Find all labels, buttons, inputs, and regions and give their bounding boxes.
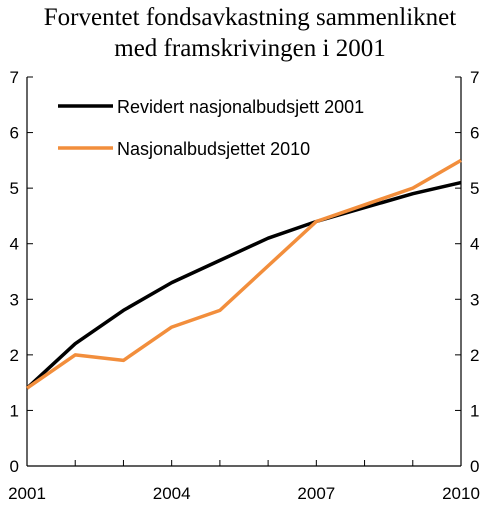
y-tick-label-left: 4 — [10, 235, 19, 254]
y-tick-label-right: 4 — [470, 235, 479, 254]
y-tick-label-right: 1 — [470, 401, 479, 420]
y-tick-label-right: 0 — [470, 457, 479, 476]
y-tick-label-right: 6 — [470, 124, 479, 143]
x-tick-label: 2007 — [297, 484, 335, 503]
chart-series — [25, 158, 462, 390]
y-tick-label-left: 6 — [10, 124, 19, 143]
chart-title-line-1: Forventet fondsavkastning sammenliknet — [43, 4, 457, 31]
y-tick-label-right: 3 — [470, 290, 479, 309]
x-tick-label: 2001 — [8, 484, 46, 503]
y-tick-label-left: 2 — [10, 346, 19, 365]
chart-legend: Revidert nasjonalbudsjett 2001 Nasjonalbu… — [58, 97, 364, 159]
y-tick-label-right: 7 — [470, 68, 479, 87]
series-line-2 — [26, 158, 462, 390]
chart-axes — [26, 77, 462, 467]
chart-title-line-2: med framskrivingen i 2001 — [114, 35, 386, 62]
legend-label-1: Revidert nasjonalbudsjett 2001 — [117, 97, 364, 117]
y-tick-label-left: 7 — [10, 68, 19, 87]
x-tick-label: 2010 — [442, 484, 480, 503]
chart-title: Forventet fondsavkastning sammenliknet m… — [0, 2, 500, 64]
chart-ticks: 0 0 1 1 2 2 3 3 4 4 5 5 6 6 7 7 2001 2004 2007 2010 — [8, 68, 480, 503]
x-tick-label: 2004 — [153, 484, 191, 503]
y-tick-label-left: 1 — [10, 401, 19, 420]
y-tick-label-left: 0 — [10, 457, 19, 476]
series-line-1 — [25, 180, 462, 390]
y-tick-label-right: 5 — [470, 179, 479, 198]
legend-label-2: Nasjonalbudsjettet 2010 — [117, 139, 310, 159]
y-tick-label-left: 5 — [10, 179, 19, 198]
y-tick-label-right: 2 — [470, 346, 479, 365]
y-tick-label-left: 3 — [10, 290, 19, 309]
